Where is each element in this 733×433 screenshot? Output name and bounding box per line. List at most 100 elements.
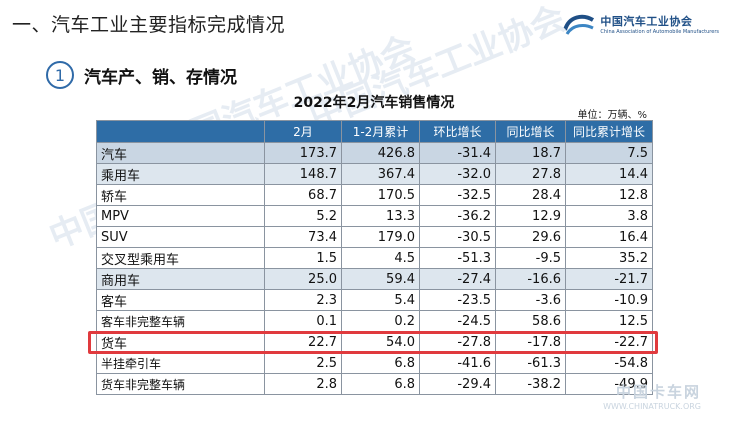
table-cell: 27.8 xyxy=(495,163,566,185)
column-header: 2月 xyxy=(264,120,342,143)
table-cell: 0.2 xyxy=(341,310,420,332)
table-header-row: 2月 1-2月累计 环比增长 同比增长 同比累计增长 xyxy=(96,120,653,143)
table-cell: -27.4 xyxy=(419,268,496,290)
table-row: 汽车 173.7 426.8 -31.4 18.7 7.5 xyxy=(96,142,653,164)
table-cell: -24.5 xyxy=(419,310,496,332)
table-cell: -32.0 xyxy=(419,163,496,185)
section-number-badge: 1 xyxy=(46,61,74,89)
table-cell: -49.9 xyxy=(565,373,653,395)
table-title: 2022年2月汽车销售情况 xyxy=(293,95,455,111)
row-label: 客车 xyxy=(96,289,265,311)
table-cell: 7.5 xyxy=(565,142,653,164)
column-header xyxy=(96,120,265,143)
row-label: 交叉型乘用车 xyxy=(96,247,265,269)
table-cell: 2.8 xyxy=(264,373,342,395)
table-cell: -27.8 xyxy=(419,331,496,353)
table-cell: 14.4 xyxy=(565,163,653,185)
table-cell: -30.5 xyxy=(419,226,496,248)
corner-watermark-en: WWW.CHINATRUCK.ORG xyxy=(603,402,701,411)
section-title: 汽车产、销、存情况 xyxy=(84,67,237,88)
table-cell: 6.8 xyxy=(341,352,420,374)
table-cell: -32.5 xyxy=(419,184,496,206)
table-cell: 58.6 xyxy=(495,310,566,332)
table-cell: 1.5 xyxy=(264,247,342,269)
table-row: 客车 2.3 5.4 -23.5 -3.6 -10.9 xyxy=(96,289,653,311)
table-cell: -54.8 xyxy=(565,352,653,374)
column-header: 同比累计增长 xyxy=(565,120,653,143)
table-cell: -21.7 xyxy=(565,268,653,290)
row-label: 半挂牵引车 xyxy=(96,352,265,374)
table-cell: 28.4 xyxy=(495,184,566,206)
table-cell: 179.0 xyxy=(341,226,420,248)
table-cell: 3.8 xyxy=(565,205,653,227)
table-cell: 148.7 xyxy=(264,163,342,185)
table-cell: -61.3 xyxy=(495,352,566,374)
table-cell: 35.2 xyxy=(565,247,653,269)
table-cell: -38.2 xyxy=(495,373,566,395)
logo-english-text: China Association of Automobile Manufact… xyxy=(600,28,719,35)
corner-watermark: 中国卡车网 WWW.CHINATRUCK.ORG xyxy=(603,381,701,411)
table-cell: -3.6 xyxy=(495,289,566,311)
caam-logo-icon xyxy=(563,14,595,35)
row-label: 轿车 xyxy=(96,184,265,206)
table-cell: -10.9 xyxy=(565,289,653,311)
row-label: 货车非完整车辆 xyxy=(96,373,265,395)
column-header: 环比增长 xyxy=(419,120,496,143)
table-cell: 426.8 xyxy=(341,142,420,164)
table-cell: 16.4 xyxy=(565,226,653,248)
table-row: 乘用车 148.7 367.4 -32.0 27.8 14.4 xyxy=(96,163,653,185)
corner-watermark-cn: 中国卡车网 xyxy=(615,383,701,401)
table-cell: 12.8 xyxy=(565,184,653,206)
table-cell: 12.5 xyxy=(565,310,653,332)
column-header: 同比增长 xyxy=(495,120,566,143)
table-cell: -41.6 xyxy=(419,352,496,374)
row-label: 乘用车 xyxy=(96,163,265,185)
table-cell: -16.6 xyxy=(495,268,566,290)
row-label: SUV xyxy=(96,226,265,248)
table-cell: 2.5 xyxy=(264,352,342,374)
table-cell: -23.5 xyxy=(419,289,496,311)
table-cell: 4.5 xyxy=(341,247,420,269)
logo-chinese-text: 中国汽车工业协会 xyxy=(600,14,693,28)
table-unit-note: 单位：万辆、% xyxy=(577,110,647,121)
row-label: 汽车 xyxy=(96,142,265,164)
table-cell: 68.7 xyxy=(264,184,342,206)
table-cell: 0.1 xyxy=(264,310,342,332)
table-cell: 18.7 xyxy=(495,142,566,164)
table-cell: -31.4 xyxy=(419,142,496,164)
table-cell: 367.4 xyxy=(341,163,420,185)
table-row: 交叉型乘用车 1.5 4.5 -51.3 -9.5 35.2 xyxy=(96,247,653,269)
table-cell: 29.6 xyxy=(495,226,566,248)
table-body: 汽车 173.7 426.8 -31.4 18.7 7.5 乘用车 148.7 367.4 -32… xyxy=(96,142,653,395)
table-cell: 59.4 xyxy=(341,268,420,290)
table-cell: -36.2 xyxy=(419,205,496,227)
table-row: 商用车 25.0 59.4 -27.4 -16.6 -21.7 xyxy=(96,268,653,290)
page-heading: 一、汽车工业主要指标完成情况 xyxy=(12,14,286,36)
table-cell: 6.8 xyxy=(341,373,420,395)
table-cell: 73.4 xyxy=(264,226,342,248)
table-cell: -9.5 xyxy=(495,247,566,269)
table-cell: 173.7 xyxy=(264,142,342,164)
caam-logo: 中国汽车工业协会 China Association of Automobile… xyxy=(563,10,719,40)
section-header: 1 汽车产、销、存情况 xyxy=(46,61,237,89)
table-row: 客车非完整车辆 0.1 0.2 -24.5 58.6 12.5 xyxy=(96,310,653,332)
column-header: 1-2月累计 xyxy=(341,120,420,143)
table-cell: 5.2 xyxy=(264,205,342,227)
row-label: 客车非完整车辆 xyxy=(96,310,265,332)
table-row: SUV 73.4 179.0 -30.5 29.6 16.4 xyxy=(96,226,653,248)
table-cell: 2.3 xyxy=(264,289,342,311)
table-cell: 12.9 xyxy=(495,205,566,227)
table-cell: 5.4 xyxy=(341,289,420,311)
table-cell: -29.4 xyxy=(419,373,496,395)
table-cell: -17.8 xyxy=(495,331,566,353)
highlight-box-truck-row xyxy=(88,331,658,354)
table-cell: 170.5 xyxy=(341,184,420,206)
table-cell: -51.3 xyxy=(419,247,496,269)
table-cell: 25.0 xyxy=(264,268,342,290)
table-row: 货车非完整车辆 2.8 6.8 -29.4 -38.2 -49.9 xyxy=(96,373,653,395)
table-row: MPV 5.2 13.3 -36.2 12.9 3.8 xyxy=(96,205,653,227)
table-row: 半挂牵引车 2.5 6.8 -41.6 -61.3 -54.8 xyxy=(96,352,653,374)
table-row: 轿车 68.7 170.5 -32.5 28.4 12.8 xyxy=(96,184,653,206)
row-label: MPV xyxy=(96,205,265,227)
row-label: 商用车 xyxy=(96,268,265,290)
